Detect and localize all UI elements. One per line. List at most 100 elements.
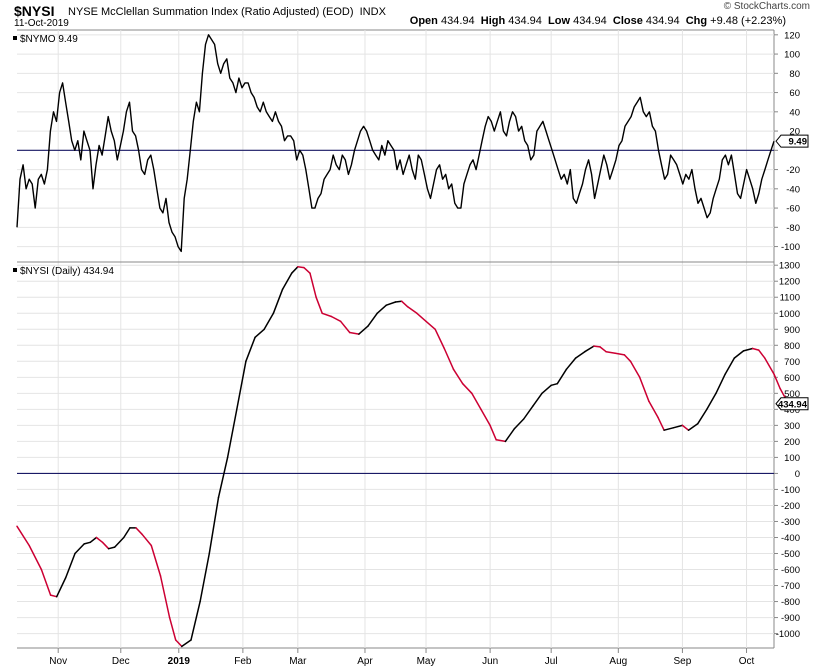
y-tick-label: 80 — [789, 69, 800, 80]
y-tick-label: 600 — [784, 373, 800, 384]
nysi-series-segment — [181, 639, 192, 648]
nysi-series-segment — [565, 357, 577, 371]
nysi-series-segment — [168, 616, 177, 641]
y-tick-label: -100 — [781, 485, 800, 496]
nysi-series-segment — [550, 382, 559, 387]
y-tick-label: -40 — [786, 184, 800, 195]
nysi-series-segment — [663, 427, 675, 431]
nysi-series-segment — [272, 288, 284, 315]
y-tick-label: -700 — [781, 581, 800, 592]
nysi-series-segment — [339, 320, 351, 334]
y-tick-label: 100 — [784, 453, 800, 464]
nysi-series-segment — [489, 424, 497, 441]
nysi-series-segment — [226, 408, 238, 459]
y-tick-label: -600 — [781, 565, 800, 576]
nysi-series-segment — [95, 536, 104, 544]
y-tick-label: -20 — [786, 165, 800, 176]
nysi-series-segment — [254, 328, 265, 339]
nysi-series-segment — [687, 423, 699, 431]
nysi-series-segment — [245, 336, 256, 363]
y-tick-label: 200 — [784, 437, 800, 448]
x-tick-label: Apr — [357, 656, 373, 667]
nysi-series-segment — [297, 266, 305, 269]
y-tick-label: -500 — [781, 549, 800, 560]
y-tick-label: 800 — [784, 341, 800, 352]
nysi-series-segment — [376, 304, 388, 315]
nysi-series-segment — [443, 347, 455, 371]
nysi-series-segment — [461, 382, 473, 395]
nysi-series-segment — [471, 392, 482, 411]
nysi-series-segment — [236, 360, 247, 411]
x-tick-label: Mar — [289, 656, 307, 667]
y-tick-label: -80 — [786, 223, 800, 234]
nysi-series-segment — [101, 541, 110, 550]
nysi-series-segment — [107, 546, 116, 550]
nysi-series-segment — [672, 424, 684, 429]
nysi-series-segment — [742, 347, 754, 352]
legend-label: $NYMO 9.49 — [20, 34, 78, 45]
y-tick-label: -400 — [781, 533, 800, 544]
nysi-series-segment — [504, 427, 516, 443]
y-tick-label: 1300 — [779, 261, 800, 272]
nysi-series-segment — [434, 328, 446, 350]
nysi-series-segment — [348, 331, 360, 335]
y-tick-label: -200 — [781, 501, 800, 512]
x-tick-label: Nov — [49, 656, 67, 667]
last-value-tag — [775, 134, 809, 148]
nysi-series-segment — [217, 456, 229, 499]
y-tick-label: -300 — [781, 517, 800, 528]
nysi-series-segment — [159, 575, 171, 619]
nysi-series-segment — [696, 408, 708, 425]
nysi-series-segment — [629, 360, 641, 379]
y-tick-label: -100 — [781, 242, 800, 253]
nysi-series-segment — [303, 266, 311, 274]
nysi-series-segment — [150, 544, 162, 577]
chart-header: $NYSI NYSE McClellan Summation Index (Ra… — [0, 0, 820, 30]
nysi-series-segment — [16, 525, 30, 547]
high-value: 434.94 — [508, 15, 542, 27]
nysi-series-segment — [605, 350, 617, 355]
nysi-series-segment — [40, 568, 52, 596]
nysi-series-segment — [773, 373, 781, 390]
nysi-series-segment — [681, 424, 690, 431]
nysi-series-segment — [321, 312, 333, 318]
y-tick-label: 40 — [789, 107, 800, 118]
y-tick-label: 900 — [784, 325, 800, 336]
y-tick-label: 700 — [784, 357, 800, 368]
nysi-series-segment — [290, 266, 299, 274]
last-value-label: 434.94 — [778, 399, 808, 410]
y-tick-label: 400 — [784, 405, 800, 416]
nysi-series-segment — [28, 544, 43, 571]
y-tick-label: 1200 — [779, 277, 800, 288]
nysi-series-segment — [599, 346, 607, 353]
nysi-series-segment — [715, 373, 726, 395]
nysi-series-segment — [584, 345, 595, 353]
nysi-series-segment — [648, 400, 659, 419]
y-tick-label: -800 — [781, 597, 800, 608]
nysi-series-segment — [263, 312, 275, 331]
y-tick-label: 1100 — [780, 293, 800, 304]
nysi-series-segment — [452, 368, 464, 385]
nysi-series-segment — [123, 527, 131, 539]
nysi-series-segment — [315, 296, 323, 315]
x-tick-label: Jul — [545, 656, 558, 667]
x-tick-label: Oct — [739, 656, 755, 667]
close-label: Close — [612, 15, 643, 27]
legend-swatch — [13, 36, 17, 40]
nysi-series-segment — [113, 536, 125, 548]
nysi-series-segment — [174, 639, 183, 648]
nysi-series-segment — [406, 306, 418, 315]
nysi-series-segment — [199, 552, 211, 603]
nysi-series-segment — [385, 301, 397, 306]
low-label: Low — [548, 15, 571, 27]
y-tick-label: -900 — [781, 613, 800, 624]
x-tick-label: Jun — [482, 656, 498, 667]
nysi-series-segment — [400, 300, 409, 308]
symbol-label: $NYSI — [14, 3, 55, 19]
nysi-series-segment — [416, 312, 427, 323]
y-tick-label: 300 — [784, 421, 800, 432]
nysi-series-segment — [513, 418, 525, 430]
y-tick-label: 60 — [789, 88, 800, 99]
y-tick-label: 1000 — [779, 309, 800, 320]
